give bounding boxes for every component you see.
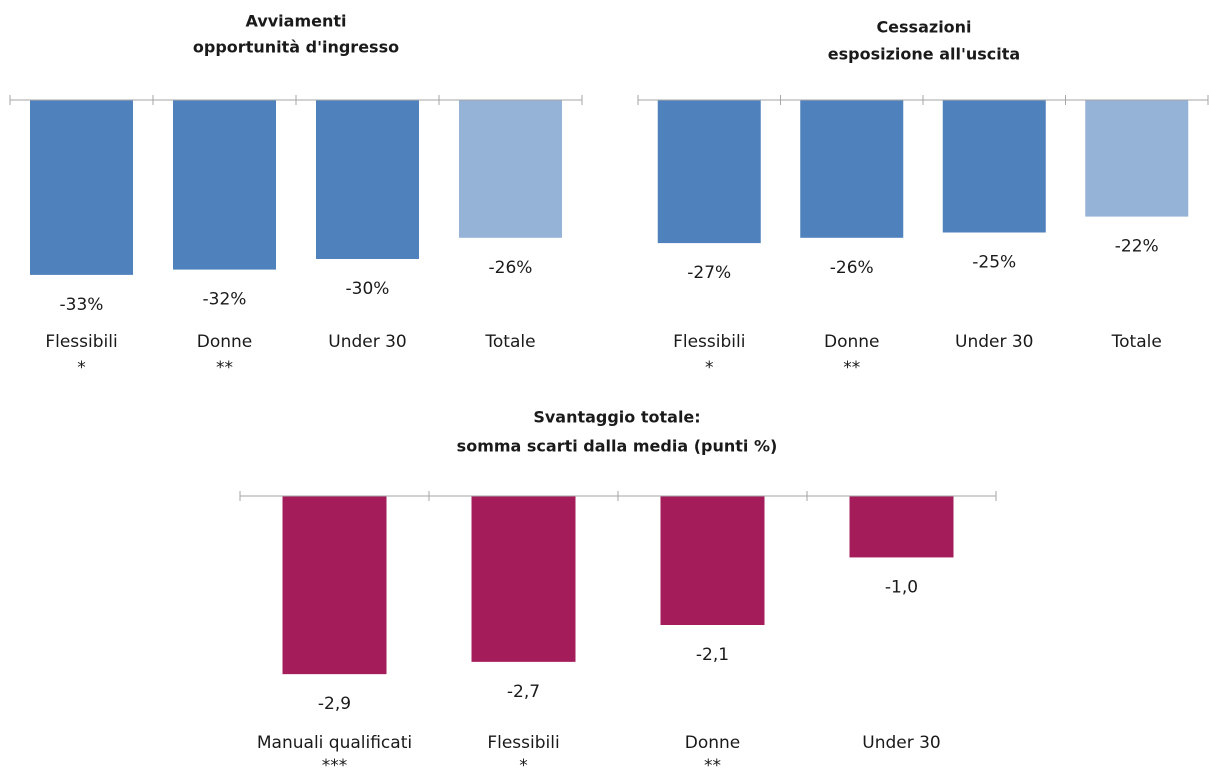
chart-title: somma scarti dalla media (punti %) [457,437,778,456]
bar [30,100,133,275]
bar [800,100,904,238]
bar [173,100,276,270]
bar [459,100,562,238]
bar [316,100,419,259]
value-label: -26% [489,258,533,278]
category-label: Flessibili [487,733,559,753]
bar [942,100,1046,233]
value-label: -2,9 [318,694,351,714]
value-label: -26% [830,258,874,278]
category-note: ** [843,358,860,378]
category-label: Flessibili [45,332,117,352]
value-label: -32% [203,290,247,310]
value-label: -27% [687,263,731,283]
chart-title: Svantaggio totale: [533,408,700,427]
bar [282,496,387,675]
category-label: Under 30 [862,733,941,753]
category-label: Donne [685,733,741,753]
value-label: -33% [60,295,104,315]
bar [1085,100,1189,217]
chart-title: Cessazioni [876,18,971,37]
value-label: -30% [346,279,390,299]
category-label: Donne [824,332,880,352]
bar [849,496,954,558]
category-note: * [705,358,714,378]
category-label: Flessibili [673,332,745,352]
category-label: Under 30 [955,332,1034,352]
category-label: Totale [484,332,535,352]
value-label: -2,7 [507,682,540,702]
category-note: *** [322,756,348,772]
category-label: Donne [197,332,253,352]
bar [471,496,576,662]
bar [657,100,761,244]
value-label: -22% [1115,237,1159,257]
category-note: * [519,756,528,772]
category-note: * [77,358,86,378]
value-label: -25% [972,253,1016,273]
category-label: Manuali qualificati [257,733,412,753]
category-note: ** [704,756,721,772]
bar [660,496,765,625]
category-label: Under 30 [328,332,407,352]
category-note: ** [216,358,233,378]
value-label: -1,0 [885,577,918,597]
chart-title: opportunità d'ingresso [193,38,399,57]
category-label: Totale [1111,332,1162,352]
chart-title: Avviamenti [246,12,347,31]
chart-title: esposizione all'uscita [828,45,1020,64]
value-label: -2,1 [696,645,729,665]
